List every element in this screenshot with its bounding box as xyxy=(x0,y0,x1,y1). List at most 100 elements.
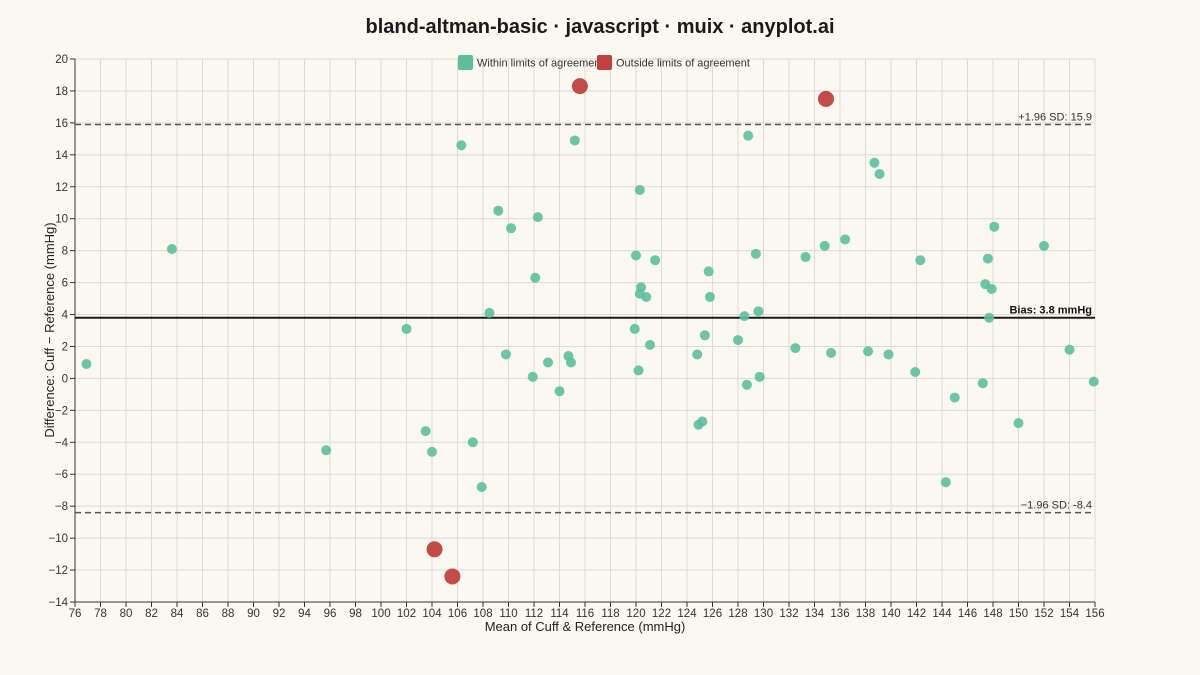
data-point-within xyxy=(826,347,837,358)
data-point-within xyxy=(741,379,752,390)
x-tick-label: 152 xyxy=(1034,608,1053,620)
x-tick-label: 86 xyxy=(196,608,209,620)
y-tick-label: 2 xyxy=(62,341,68,353)
data-point-within xyxy=(915,255,926,266)
x-tick-label: 78 xyxy=(94,608,107,620)
x-tick-label: 154 xyxy=(1060,608,1080,620)
data-point-within xyxy=(883,349,894,360)
data-point-within xyxy=(554,386,565,397)
data-point-within xyxy=(869,157,880,168)
data-point-within xyxy=(532,212,543,223)
x-tick-label: 82 xyxy=(145,608,158,620)
y-tick-label: −14 xyxy=(48,597,68,609)
chart-title: bland-altman-basic · javascript · muix ·… xyxy=(366,16,835,38)
x-tick-label: 80 xyxy=(120,608,133,620)
lower-limit-label: −1.96 SD: -8.4 xyxy=(1021,500,1092,512)
data-point-within xyxy=(699,330,710,341)
bias-label: Bias: 3.8 mmHg xyxy=(1009,305,1092,317)
data-point-within xyxy=(910,367,921,378)
y-tick-label: 12 xyxy=(55,182,68,194)
data-point-within xyxy=(863,346,874,357)
data-point-within xyxy=(940,477,951,488)
x-tick-label: 134 xyxy=(805,608,825,620)
data-point-within xyxy=(500,349,511,360)
y-tick-label: −8 xyxy=(55,501,68,513)
y-tick-label: −2 xyxy=(55,405,68,417)
data-point-within xyxy=(1013,418,1024,429)
data-point-outside xyxy=(444,568,461,585)
legend-label-within: Within limits of agreement xyxy=(477,58,604,70)
data-point-within xyxy=(1039,240,1049,251)
x-tick-label: 136 xyxy=(830,608,849,620)
data-point-within xyxy=(467,437,478,448)
legend-swatch-outside xyxy=(597,55,612,70)
x-tick-label: 90 xyxy=(247,608,260,620)
data-point-within xyxy=(506,223,517,234)
y-tick-label: 14 xyxy=(55,150,68,162)
grid xyxy=(74,58,1096,603)
x-tick-label: 102 xyxy=(397,608,416,620)
data-point-within xyxy=(750,248,761,259)
x-tick-label: 122 xyxy=(652,608,671,620)
data-point-within xyxy=(493,205,504,216)
data-point-within xyxy=(456,140,467,151)
data-point-within xyxy=(641,291,652,302)
x-tick-label: 124 xyxy=(677,608,697,620)
data-point-outside xyxy=(817,90,834,107)
x-tick-label: 104 xyxy=(422,608,442,620)
y-tick-label: −4 xyxy=(55,437,69,449)
data-point-within xyxy=(753,306,764,317)
data-point-within xyxy=(634,184,645,195)
data-point-within xyxy=(790,343,801,354)
data-point-within xyxy=(743,130,754,141)
data-point-within xyxy=(739,311,750,322)
x-axis-title: Mean of Cuff & Reference (mmHg) xyxy=(485,619,686,634)
data-point-outside xyxy=(426,541,443,558)
x-tick-label: 140 xyxy=(881,608,900,620)
data-point-within xyxy=(704,291,715,302)
data-point-within xyxy=(800,252,811,263)
data-point-within xyxy=(569,135,580,146)
y-tick-label: 8 xyxy=(62,246,68,258)
data-point-within xyxy=(629,323,640,334)
data-point-within xyxy=(420,426,431,437)
data-point-within xyxy=(1064,344,1075,355)
x-tick-label: 142 xyxy=(907,608,926,620)
y-tick-label: −6 xyxy=(55,469,68,481)
data-point-within xyxy=(819,240,830,251)
data-point-outside xyxy=(571,78,588,95)
y-tick-label: −12 xyxy=(48,565,68,577)
data-point-within xyxy=(645,339,656,350)
data-point-within xyxy=(427,446,437,457)
data-point-within xyxy=(703,266,714,277)
y-tick-label: 6 xyxy=(62,278,68,290)
x-tick-label: 98 xyxy=(349,608,362,620)
data-point-within xyxy=(530,272,541,283)
data-point-within xyxy=(166,244,177,255)
data-point-within xyxy=(401,323,412,334)
x-tick-label: 108 xyxy=(473,608,492,620)
x-tick-label: 146 xyxy=(958,608,977,620)
x-tick-label: 106 xyxy=(448,608,467,620)
data-point-within xyxy=(692,349,703,360)
x-tick-label: 110 xyxy=(499,608,517,620)
data-point-within xyxy=(754,371,765,382)
y-tick-label: 10 xyxy=(55,214,68,226)
y-tick-label: 20 xyxy=(55,54,68,66)
x-tick-label: 94 xyxy=(298,608,311,620)
y-axis-title: Difference: Cuff − Reference (mmHg) xyxy=(42,222,57,437)
data-points xyxy=(81,78,1099,585)
y-tick-label: 0 xyxy=(62,373,68,385)
x-tick-label: 112 xyxy=(525,608,543,620)
y-tick-label: 4 xyxy=(62,310,69,322)
x-tick-label: 144 xyxy=(932,608,952,620)
x-tick-label: 100 xyxy=(371,608,390,620)
data-point-within xyxy=(476,482,487,493)
data-point-within xyxy=(874,168,885,179)
data-point-within xyxy=(631,250,641,261)
data-point-within xyxy=(321,445,332,456)
x-tick-label: 88 xyxy=(222,608,235,620)
data-point-within xyxy=(636,282,647,293)
data-point-within xyxy=(565,357,576,368)
